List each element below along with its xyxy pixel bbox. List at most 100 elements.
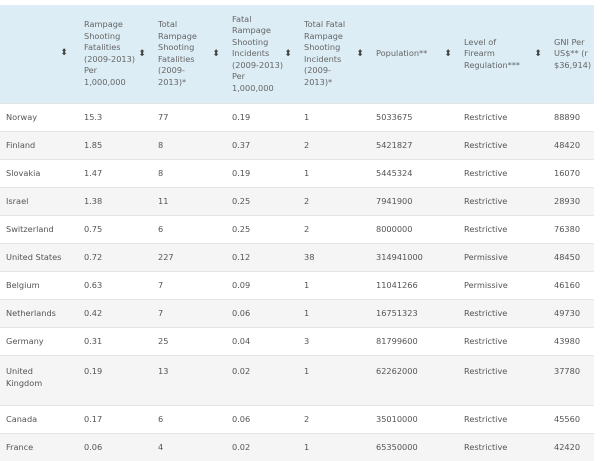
table-cell: 25 <box>144 326 218 355</box>
column-header-label: Fatal Rampage Shooting Incidents (2009-2… <box>232 13 284 93</box>
table-cell: Permissive <box>450 242 540 271</box>
column-header-7[interactable]: GNI Per US$** (r $36,914) ⬍ <box>534 5 594 103</box>
column-header-6[interactable]: Level of Firearm Regulation*** ⬍ <box>444 5 540 103</box>
country-cell: Belgium <box>0 270 70 299</box>
column-header-label: Level of Firearm Regulation*** <box>464 36 521 70</box>
table-cell: 28930 <box>540 186 594 215</box>
header-row: ⬍ Rampage Shooting Fatalities (2009-2013)… <box>0 5 594 103</box>
table-cell: Restrictive <box>450 186 540 215</box>
table-cell: 38 <box>290 242 362 271</box>
table-cell: 0.25 <box>218 186 290 215</box>
table-cell: 48450 <box>540 242 594 271</box>
table-row: Belgium 0.63 7 0.09 1 11041266 Permissive 46160 <box>0 270 594 299</box>
table-row: Norway 15.3 77 0.19 1 5033675 Restrictive 88890 <box>0 102 594 131</box>
table-cell: 2 <box>290 186 362 215</box>
table-cell: 0.02 <box>218 354 290 405</box>
table-cell: Restrictive <box>450 298 540 327</box>
country-cell: France <box>0 432 70 461</box>
data-table-container: ⬍ Rampage Shooting Fatalities (2009-2013)… <box>0 5 594 461</box>
table-cell: 314941000 <box>362 242 450 271</box>
table-cell: 1.38 <box>70 186 144 215</box>
table-row: United Kingdom 0.19 13 0.02 1 62262000 Restric… <box>0 354 594 405</box>
table-cell: Restrictive <box>450 102 540 131</box>
table-cell: 6 <box>144 404 218 433</box>
table-cell: 0.17 <box>70 404 144 433</box>
table-cell: 0.63 <box>70 270 144 299</box>
table-cell: 0.72 <box>70 242 144 271</box>
table-cell: 7 <box>144 270 218 299</box>
table-cell: 76380 <box>540 214 594 243</box>
table-cell: 35010000 <box>362 404 450 433</box>
table-cell: 8 <box>144 158 218 187</box>
table-cell: 1 <box>290 158 362 187</box>
table-cell: 48420 <box>540 130 594 159</box>
country-cell: Slovakia <box>0 158 70 187</box>
table-cell: 2 <box>290 404 362 433</box>
table-cell: 15.3 <box>70 102 144 131</box>
column-header-3[interactable]: Fatal Rampage Shooting Incidents (2009-2… <box>212 5 290 103</box>
column-header-1[interactable]: Rampage Shooting Fatalities (2009-2013) … <box>70 5 144 103</box>
sort-updown-icon[interactable]: ⬍ <box>212 49 220 59</box>
table-cell: 5421827 <box>362 130 450 159</box>
table-cell: 7941900 <box>362 186 450 215</box>
table-row: Germany 0.31 25 0.04 3 81799600 Restrictive 439… <box>0 326 594 355</box>
table-cell: 0.09 <box>218 270 290 299</box>
country-cell: Israel <box>0 186 70 215</box>
table-cell: 65350000 <box>362 432 450 461</box>
sort-updown-icon[interactable]: ⬍ <box>534 49 542 59</box>
table-cell: 0.02 <box>218 432 290 461</box>
column-header-label: Total Rampage Shooting Fatalities (2009-… <box>158 19 197 87</box>
country-cell: United Kingdom <box>0 354 70 405</box>
table-row: Israel 1.38 11 0.25 2 7941900 Restrictive 28930 <box>0 186 594 215</box>
sort-updown-icon[interactable]: ⬍ <box>138 49 146 59</box>
sort-updown-icon[interactable]: ⬍ <box>284 49 292 59</box>
table-cell: 0.04 <box>218 326 290 355</box>
table-cell: 0.25 <box>218 214 290 243</box>
table-cell: 13 <box>144 354 218 405</box>
table-cell: 37780 <box>540 354 594 405</box>
sort-updown-icon[interactable]: ⬍ <box>356 49 364 59</box>
country-cell: Canada <box>0 404 70 433</box>
table-row: Switzerland 0.75 6 0.25 2 8000000 Restrictive 7… <box>0 214 594 243</box>
country-cell: United States <box>0 242 70 271</box>
table-cell: 1.47 <box>70 158 144 187</box>
column-header-label: Total Fatal Rampage Shooting Incidents (… <box>304 19 346 87</box>
table-cell: 0.06 <box>218 404 290 433</box>
sort-updown-icon[interactable]: ⬍ <box>60 47 68 58</box>
table-cell: 5033675 <box>362 102 450 131</box>
column-header-0[interactable]: ⬍ <box>0 5 70 103</box>
country-cell: Switzerland <box>0 214 70 243</box>
table-cell: 5445324 <box>362 158 450 187</box>
table-cell: 2 <box>290 130 362 159</box>
column-header-2[interactable]: Total Rampage Shooting Fatalities (2009-… <box>138 5 218 103</box>
table-cell: 1 <box>290 102 362 131</box>
table-cell: 8 <box>144 130 218 159</box>
column-header-label: Population** <box>376 47 428 58</box>
table-cell: Restrictive <box>450 354 540 405</box>
table-cell: 0.37 <box>218 130 290 159</box>
table-cell: Permissive <box>450 270 540 299</box>
sort-updown-icon[interactable]: ⬍ <box>444 49 452 59</box>
table-cell: 45560 <box>540 404 594 433</box>
table-cell: 46160 <box>540 270 594 299</box>
country-cell: Germany <box>0 326 70 355</box>
table-cell: 11 <box>144 186 218 215</box>
table-row: France 0.06 4 0.02 1 65350000 Restrictive 42420 <box>0 432 594 461</box>
table-cell: 6 <box>144 214 218 243</box>
table-cell: Restrictive <box>450 326 540 355</box>
table-cell: 42420 <box>540 432 594 461</box>
table-row: Finland 1.85 8 0.37 2 5421827 Restrictive 48420 <box>0 130 594 159</box>
table-cell: 0.75 <box>70 214 144 243</box>
table-cell: 77 <box>144 102 218 131</box>
table-cell: Restrictive <box>450 158 540 187</box>
table-cell: 0.19 <box>70 354 144 405</box>
column-header-5[interactable]: Population** ⬍ <box>356 5 450 103</box>
table-cell: 43980 <box>540 326 594 355</box>
column-header-4[interactable]: Total Fatal Rampage Shooting Incidents (… <box>284 5 362 103</box>
table-cell: 0.12 <box>218 242 290 271</box>
table-cell: 0.06 <box>218 298 290 327</box>
table-cell: 1 <box>290 298 362 327</box>
table-cell: Restrictive <box>450 432 540 461</box>
table-cell: 7 <box>144 298 218 327</box>
table-cell: 4 <box>144 432 218 461</box>
